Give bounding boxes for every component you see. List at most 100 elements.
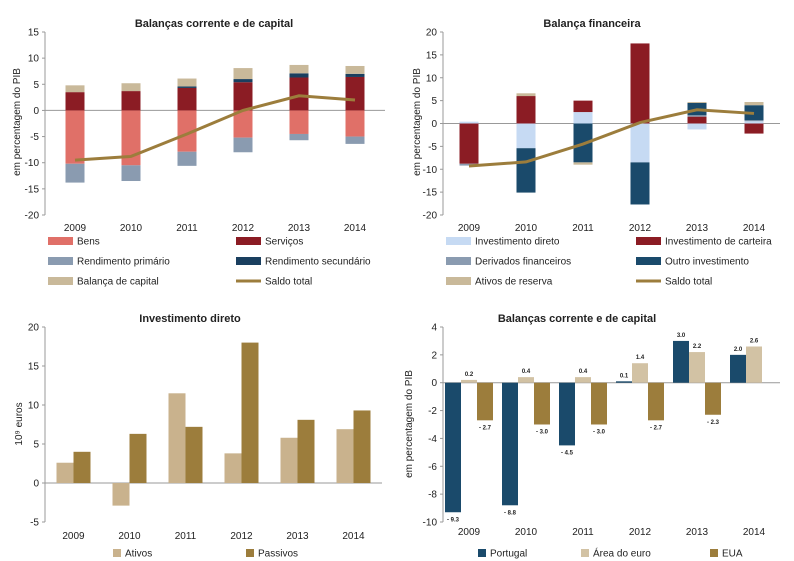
data-label: - 2.3 bbox=[707, 420, 720, 426]
bar-segment bbox=[121, 91, 141, 111]
legend-label: Portugal bbox=[490, 549, 527, 560]
bar bbox=[353, 410, 371, 483]
bar-segment bbox=[65, 85, 85, 93]
bar-segment bbox=[65, 110, 85, 164]
data-label: 3.0 bbox=[677, 333, 686, 339]
x-tick-label: 2010 bbox=[120, 223, 143, 234]
y-tick-label: -15 bbox=[25, 184, 40, 195]
legend-swatch bbox=[581, 549, 589, 557]
bar-segment bbox=[516, 93, 536, 97]
chart-title: Balança financeira bbox=[543, 18, 641, 30]
bar-segment bbox=[573, 100, 593, 113]
bar bbox=[280, 437, 298, 483]
bar bbox=[705, 382, 721, 415]
bar-segment bbox=[177, 86, 197, 88]
bar-segment bbox=[233, 110, 253, 138]
x-tick-label: 2012 bbox=[629, 223, 652, 234]
bar bbox=[224, 453, 242, 483]
legend-swatch bbox=[636, 257, 661, 265]
legend-swatch bbox=[236, 237, 261, 245]
bar bbox=[559, 382, 575, 446]
bar bbox=[168, 393, 186, 483]
bar-segment bbox=[289, 110, 309, 134]
bar bbox=[297, 419, 315, 483]
y-tick-label: 0 bbox=[33, 479, 39, 490]
legend-label: Saldo total bbox=[265, 277, 312, 288]
bar-segment bbox=[630, 123, 650, 163]
data-label: - 4.5 bbox=[561, 450, 574, 456]
bar-segment bbox=[345, 76, 365, 111]
y-tick-label: -10 bbox=[423, 518, 438, 529]
bar-segment bbox=[345, 65, 365, 74]
bar bbox=[73, 451, 91, 483]
bar bbox=[689, 352, 705, 383]
x-tick-label: 2010 bbox=[515, 527, 538, 538]
bar-segment bbox=[516, 148, 536, 193]
bar-segment bbox=[687, 116, 707, 124]
y-tick-label: 15 bbox=[28, 28, 40, 39]
x-tick-label: 2014 bbox=[342, 531, 365, 542]
bar-segment bbox=[65, 92, 85, 111]
bar-segment bbox=[289, 73, 309, 78]
y-tick-label: 10 bbox=[426, 73, 438, 84]
bar-segment bbox=[744, 101, 764, 106]
bar-segment bbox=[177, 151, 197, 166]
y-tick-label: 0 bbox=[431, 378, 437, 389]
y-tick-label: 5 bbox=[431, 96, 437, 107]
bar-segment bbox=[687, 123, 707, 130]
y-tick-label: 4 bbox=[431, 323, 437, 334]
chart-current-capital-balances: Balanças corrente e de capital em percen… bbox=[12, 18, 385, 288]
bar bbox=[56, 462, 74, 483]
bar-segment bbox=[687, 101, 707, 103]
data-label: 1.4 bbox=[636, 355, 645, 361]
bar bbox=[129, 433, 147, 483]
data-label: - 3.0 bbox=[536, 430, 549, 436]
data-label: - 8.8 bbox=[504, 510, 517, 516]
bar-segment bbox=[233, 82, 253, 111]
legend-label: Ativos de reserva bbox=[475, 277, 553, 288]
bar-segment bbox=[345, 73, 365, 77]
chart-direct-investment: Investimento direto 10⁹ euros -5 0 5 10 15 20… bbox=[14, 313, 382, 560]
bar bbox=[112, 483, 130, 506]
data-label: 2.0 bbox=[734, 347, 743, 353]
x-tick-label: 2014 bbox=[344, 223, 367, 234]
data-label: - 9.3 bbox=[447, 517, 460, 523]
x-tick-label: 2010 bbox=[118, 531, 141, 542]
y-axis-label: em percentagem do PIB bbox=[12, 68, 23, 176]
bar-segment bbox=[121, 165, 141, 182]
x-tick-label: 2009 bbox=[64, 223, 87, 234]
legend-swatch bbox=[246, 549, 254, 557]
bar-segment bbox=[289, 77, 309, 111]
bar bbox=[591, 382, 607, 425]
legend-swatch bbox=[710, 549, 718, 557]
legend-label: Passivos bbox=[258, 549, 298, 560]
data-label: - 3.0 bbox=[593, 430, 606, 436]
bar-segment bbox=[345, 136, 365, 144]
y-axis-label: em percentagem do PIB bbox=[412, 68, 423, 176]
y-axis-label: 10⁹ euros bbox=[14, 402, 25, 445]
y-tick-label: -20 bbox=[25, 211, 40, 222]
bar-segment bbox=[233, 68, 253, 80]
y-tick-label: -5 bbox=[30, 518, 39, 529]
legend-label: Balança de capital bbox=[77, 277, 159, 288]
bar bbox=[336, 429, 354, 483]
bar-segment bbox=[744, 121, 764, 124]
data-label: 0.4 bbox=[522, 369, 531, 375]
bar bbox=[632, 363, 648, 383]
x-tick-label: 2010 bbox=[515, 223, 538, 234]
bar bbox=[616, 381, 632, 383]
y-tick-label: 10 bbox=[28, 401, 40, 412]
bar-segment bbox=[345, 110, 365, 137]
chart-title: Investimento direto bbox=[139, 313, 241, 325]
y-tick-label: 10 bbox=[28, 54, 40, 65]
y-tick-label: -20 bbox=[423, 211, 438, 222]
legend-label: Saldo total bbox=[665, 277, 712, 288]
legend-swatch bbox=[48, 257, 73, 265]
x-tick-label: 2011 bbox=[175, 531, 197, 542]
bar bbox=[445, 382, 461, 513]
y-tick-label: 15 bbox=[28, 362, 40, 373]
legend-label: Derivados financeiros bbox=[475, 257, 571, 268]
y-tick-label: -15 bbox=[423, 188, 438, 199]
data-label: 2.6 bbox=[750, 339, 759, 345]
y-tick-label: -8 bbox=[428, 490, 437, 501]
